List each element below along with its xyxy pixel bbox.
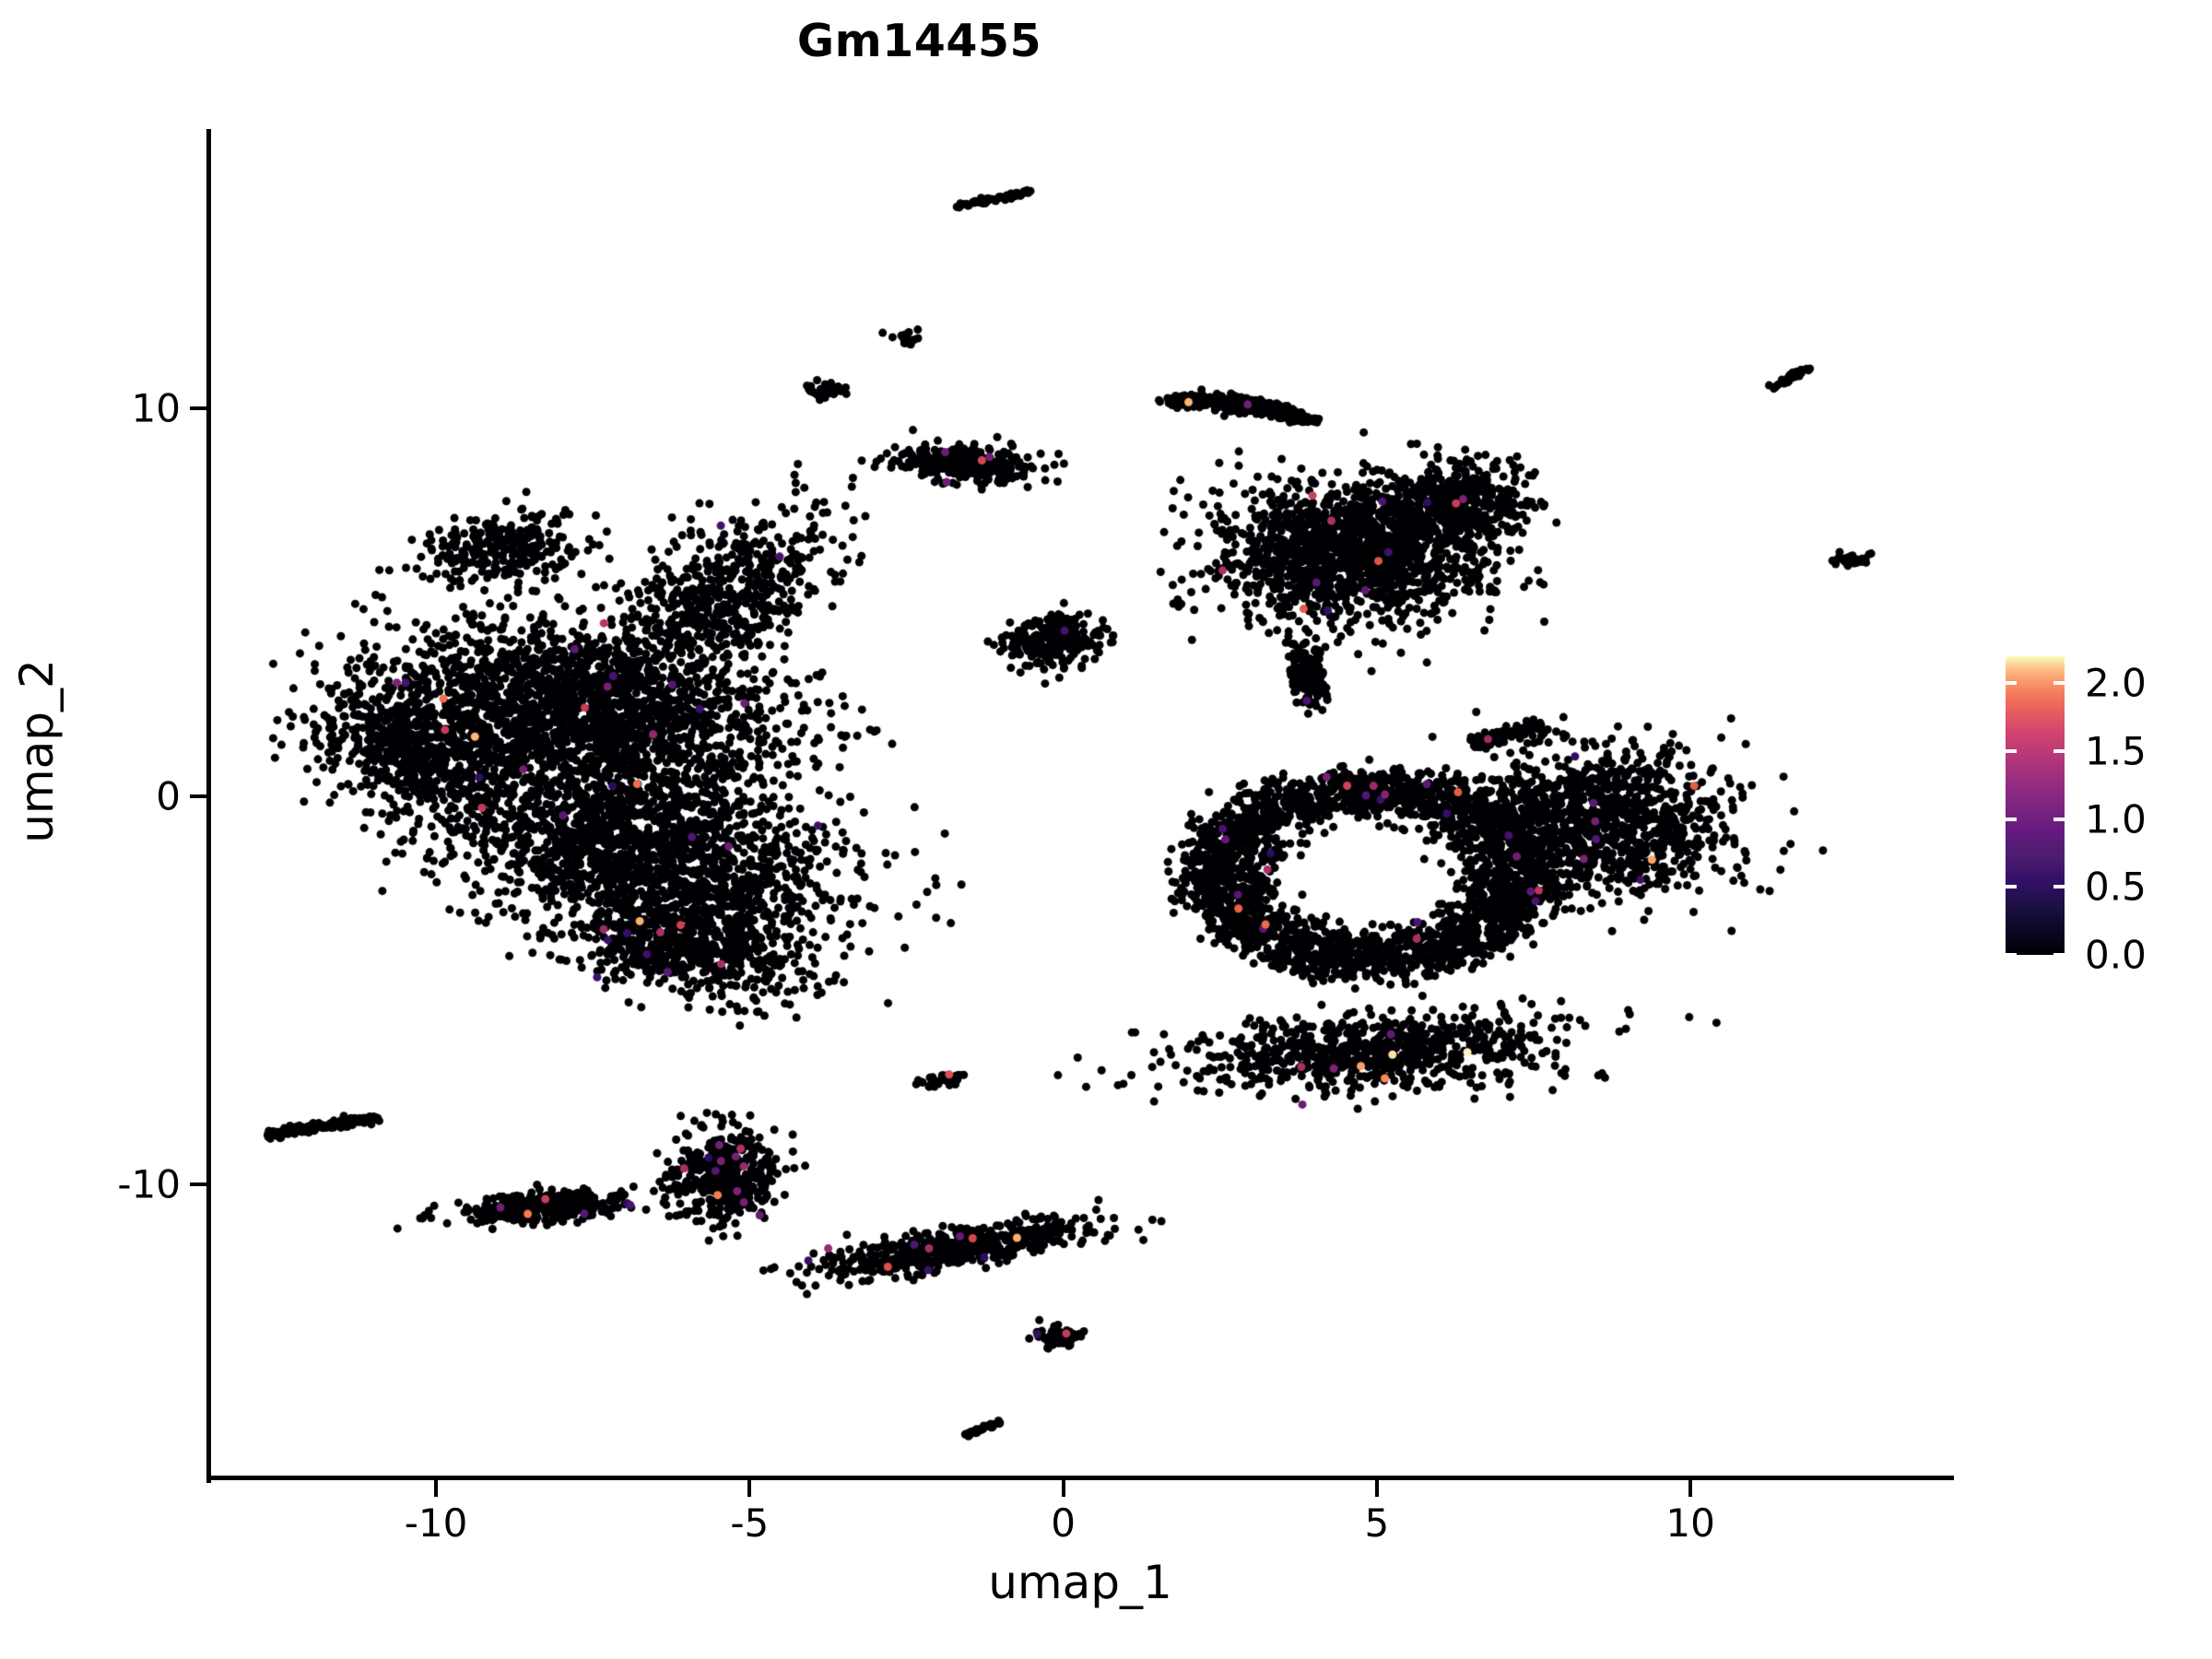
colorbar-tick-mark [2053,817,2065,821]
x-tick-label: 5 [1364,1500,1390,1546]
y-axis-label: umap_2 [10,659,64,843]
y-tick-label: 0 [156,773,181,819]
colorbar-tick-mark [2053,681,2065,686]
colorbar-gradient [2006,656,2065,955]
x-tick-label: 0 [1051,1500,1076,1546]
colorbar-tick-mark [2006,953,2017,957]
colorbar: 2.0 1.5 1.0 0.5 0.0 [2006,656,2147,978]
y-axis-spine [206,129,211,1483]
colorbar-tick-label: 2.0 [2085,660,2147,706]
y-tick-label: 10 [131,385,181,431]
x-axis-label: umap_1 [988,1556,1172,1609]
scatter-plot-area [210,129,1954,1479]
colorbar-tick-mark [2006,749,2017,754]
x-tick-mark [1374,1480,1379,1497]
colorbar-tick-mark [2053,749,2065,754]
colorbar-tick-mark [2006,681,2017,686]
x-tick-label: -5 [730,1500,770,1546]
umap-scatter-canvas [210,129,1954,1479]
x-tick-mark [434,1480,438,1497]
x-tick-label: -10 [404,1500,468,1546]
y-tick-label: -10 [117,1161,181,1207]
y-tick-mark [190,406,206,411]
colorbar-tick-mark [2006,817,2017,821]
x-axis-spine [206,1476,1954,1480]
colorbar-tick-mark [2006,885,2017,889]
colorbar-tick-label: 0.0 [2085,932,2147,978]
colorbar-tick-mark [2053,953,2065,957]
colorbar-tick-mark [2053,885,2065,889]
colorbar-tick-label: 1.5 [2085,728,2147,774]
x-tick-mark [747,1480,752,1497]
x-tick-mark [1688,1480,1693,1497]
x-tick-mark [1061,1480,1065,1497]
y-tick-mark [190,1182,206,1187]
colorbar-tick-label: 1.0 [2085,796,2147,842]
y-tick-mark [190,794,206,799]
page-title: Gm14455 [796,15,1042,67]
x-tick-label: 10 [1665,1500,1715,1546]
colorbar-tick-label: 0.5 [2085,864,2147,910]
